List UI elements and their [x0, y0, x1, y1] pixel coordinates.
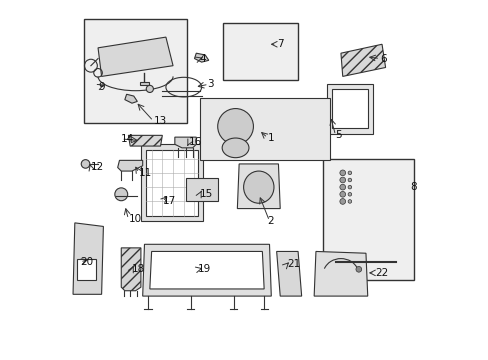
- Bar: [77, 258, 96, 280]
- Ellipse shape: [243, 171, 273, 203]
- Circle shape: [347, 193, 351, 196]
- Text: 5: 5: [335, 130, 342, 140]
- Text: 10: 10: [128, 214, 141, 224]
- Polygon shape: [367, 217, 399, 249]
- Text: 14: 14: [121, 134, 134, 144]
- Polygon shape: [194, 53, 208, 62]
- Circle shape: [347, 200, 351, 203]
- Circle shape: [146, 85, 153, 93]
- Text: 18: 18: [132, 264, 145, 274]
- Text: 4: 4: [200, 54, 206, 64]
- Polygon shape: [121, 248, 141, 291]
- Circle shape: [339, 192, 345, 197]
- Ellipse shape: [217, 109, 253, 144]
- Polygon shape: [142, 244, 271, 296]
- Bar: [326, 84, 372, 134]
- Circle shape: [339, 184, 345, 190]
- Circle shape: [347, 171, 351, 175]
- Circle shape: [339, 170, 345, 176]
- Text: 11: 11: [139, 168, 152, 178]
- Polygon shape: [200, 98, 329, 160]
- Bar: [83, 19, 187, 123]
- Circle shape: [81, 159, 90, 168]
- Bar: [331, 89, 367, 128]
- Text: 21: 21: [287, 259, 300, 269]
- Text: 2: 2: [267, 216, 274, 226]
- Text: 8: 8: [410, 182, 416, 192]
- Bar: [223, 23, 298, 80]
- Text: 9: 9: [98, 82, 104, 92]
- Polygon shape: [237, 164, 280, 208]
- Text: 3: 3: [206, 79, 213, 89]
- Text: 20: 20: [80, 257, 93, 267]
- Text: 17: 17: [162, 197, 175, 206]
- Polygon shape: [233, 28, 290, 55]
- Polygon shape: [340, 44, 385, 76]
- Text: 15: 15: [200, 189, 213, 199]
- Circle shape: [339, 177, 345, 183]
- Text: 7: 7: [276, 39, 283, 49]
- Polygon shape: [276, 251, 301, 296]
- Ellipse shape: [222, 138, 248, 158]
- Bar: [140, 82, 148, 85]
- Polygon shape: [335, 235, 395, 257]
- Bar: [141, 144, 203, 221]
- Circle shape: [347, 185, 351, 189]
- Text: 13: 13: [153, 116, 166, 126]
- Polygon shape: [128, 135, 162, 146]
- Polygon shape: [73, 223, 103, 294]
- Text: 16: 16: [189, 138, 202, 148]
- Circle shape: [115, 188, 127, 201]
- Circle shape: [339, 199, 345, 204]
- Text: 12: 12: [91, 162, 104, 172]
- Circle shape: [347, 178, 351, 182]
- Polygon shape: [175, 137, 196, 148]
- Polygon shape: [98, 37, 173, 76]
- Text: 1: 1: [267, 133, 274, 143]
- Polygon shape: [124, 94, 137, 103]
- Bar: [185, 178, 217, 202]
- Bar: [323, 158, 413, 280]
- Text: 6: 6: [380, 54, 386, 64]
- Polygon shape: [149, 251, 264, 289]
- Polygon shape: [313, 251, 367, 296]
- Circle shape: [355, 266, 361, 272]
- Bar: [146, 150, 198, 216]
- Text: 19: 19: [198, 264, 211, 274]
- Bar: [269, 103, 324, 153]
- Polygon shape: [118, 160, 142, 171]
- Text: 22: 22: [374, 268, 387, 278]
